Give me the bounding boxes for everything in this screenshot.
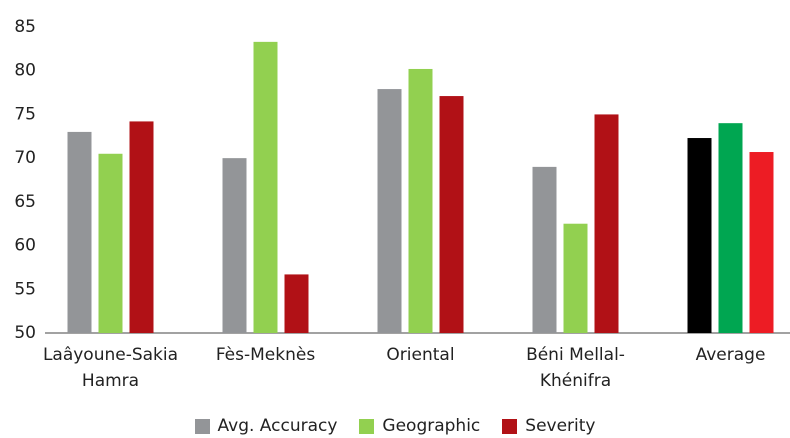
legend-label: Geographic — [382, 416, 481, 436]
bar — [98, 153, 123, 333]
legend-swatch — [194, 418, 210, 434]
y-tick-label: 55 — [14, 279, 36, 299]
legend-item: Avg. Accuracy — [194, 416, 338, 436]
bar — [532, 166, 557, 333]
x-tick-label: Oriental — [386, 345, 455, 365]
bar — [594, 114, 619, 333]
y-tick-label: 80 — [14, 61, 36, 81]
bar — [408, 68, 433, 334]
legend: Avg. Accuracy Geographic Severity — [0, 416, 790, 436]
x-tick-label: Laâyoune-Sakia Hamra — [42, 345, 179, 391]
y-tick-label: 60 — [14, 236, 36, 256]
bar — [687, 138, 712, 333]
legend-swatch — [502, 418, 518, 434]
legend-swatch — [359, 418, 375, 434]
legend-item: Severity — [502, 416, 596, 436]
legend-label: Severity — [525, 416, 596, 436]
bar — [439, 96, 464, 333]
y-tick-label: 75 — [14, 104, 36, 124]
x-tick-label: Average — [695, 345, 766, 365]
legend-label: Avg. Accuracy — [217, 416, 338, 436]
bar — [284, 274, 309, 333]
y-tick-label: 50 — [14, 323, 36, 343]
bar — [253, 41, 278, 334]
x-tick-label: Béni Mellal-Khénifra — [526, 345, 625, 391]
x-tick-label: Fès-Meknès — [215, 345, 316, 365]
legend-item: Geographic — [359, 416, 480, 436]
y-tick-label: 70 — [14, 148, 36, 168]
y-tick-label: 65 — [14, 192, 36, 212]
bar — [749, 152, 774, 333]
bar — [67, 131, 92, 333]
bar — [563, 223, 588, 333]
y-tick-label: 85 — [14, 17, 36, 37]
bar — [377, 89, 402, 334]
bar — [718, 123, 743, 334]
bar — [222, 158, 247, 333]
bar — [129, 121, 154, 334]
